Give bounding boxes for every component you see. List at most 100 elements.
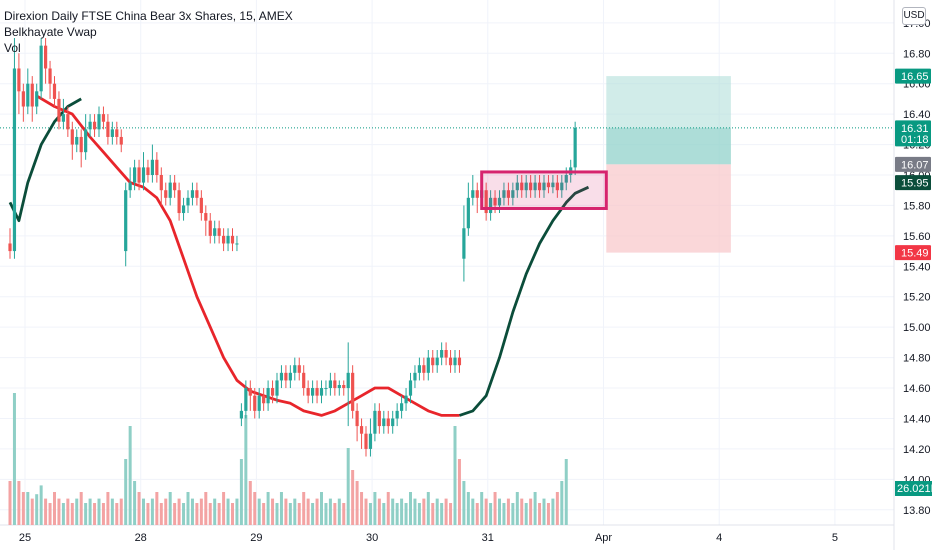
volume-bar (182, 503, 186, 525)
volume-bar (400, 498, 404, 525)
candle-body (26, 83, 30, 107)
volume-bar (466, 492, 470, 525)
candle-body (128, 182, 132, 191)
symbol-title[interactable]: Direxion Daily FTSE China Bear 3x Shares… (4, 9, 293, 23)
candle-body (35, 91, 39, 107)
candle-body (377, 410, 381, 427)
candle-body (235, 243, 239, 245)
candle-body (471, 190, 475, 198)
volume-bar (529, 498, 533, 525)
currency-button[interactable]: USD (902, 7, 926, 25)
volume-bar (137, 492, 141, 525)
volume-bar (142, 498, 145, 525)
volume-bar (377, 498, 381, 525)
volume-bar (320, 492, 323, 525)
volume-bar (8, 481, 12, 525)
volume-bar (235, 498, 239, 525)
candle-body (150, 159, 154, 175)
time-tick-label: 29 (250, 532, 262, 544)
volume-bar (164, 498, 168, 525)
volume-bar (262, 503, 266, 525)
volume-bar (97, 498, 101, 525)
time-tick-label: 4 (716, 532, 722, 544)
volume-bar (248, 481, 252, 525)
price-tag-countdown: 01:18 (901, 134, 929, 146)
volume-bar (186, 492, 190, 525)
candle-body (146, 167, 150, 175)
time-tick-label: 31 (482, 532, 494, 544)
candle-body (262, 395, 266, 404)
volume-bar (79, 492, 83, 525)
volume-bar (360, 492, 364, 525)
candle-body (279, 372, 284, 381)
candle-body (293, 365, 297, 373)
volume-bar (449, 503, 453, 525)
candle-body (88, 121, 92, 130)
candle-body (328, 380, 332, 389)
candle-body (204, 213, 208, 221)
volume-bar (426, 492, 430, 525)
price-tag-bg (895, 120, 931, 147)
volume-bar (12, 393, 16, 525)
price-tick-label: 15.20 (903, 292, 931, 304)
candle-body (404, 395, 408, 404)
volume-bar (266, 492, 270, 525)
price-tick-label: 15.60 (903, 231, 931, 243)
candle-body (355, 410, 359, 427)
price-tick-label: 14.40 (903, 413, 931, 425)
candle-body (8, 243, 12, 252)
candle-body (115, 129, 119, 137)
volume-bar (106, 492, 110, 525)
volume-bar (61, 503, 65, 525)
volume-bar (288, 503, 292, 525)
volume-bar (93, 503, 97, 525)
candle-body (21, 91, 25, 107)
candle-body (311, 388, 315, 396)
volume-bar (435, 498, 439, 525)
candle-body (186, 197, 190, 206)
candle-body (84, 129, 88, 153)
candle-body (391, 418, 395, 427)
volume-bar (364, 498, 368, 525)
candle-body (520, 182, 524, 191)
volume-bar (413, 498, 417, 525)
volume-bar (39, 485, 43, 525)
volume-bar (177, 498, 181, 525)
volume-bar (546, 503, 550, 525)
price-tick-label: 14.80 (903, 353, 931, 365)
candle-body (431, 357, 435, 366)
candle-body (159, 175, 163, 191)
price-tick-label: 16.80 (903, 48, 931, 60)
volume-bar (293, 498, 297, 525)
volume-bar (511, 503, 515, 525)
vwap-up-segment-1 (8, 97, 82, 223)
candle-body (319, 388, 324, 396)
volume-bar (244, 415, 248, 525)
candle-body (400, 403, 404, 411)
position-zones (0, 76, 894, 253)
candle-body (368, 433, 373, 449)
candle-body (39, 45, 43, 92)
time-axis[interactable]: 25 28 29 30 31 Apr 4 5 (19, 532, 838, 544)
profit-zone (606, 127, 731, 165)
volume-bar (515, 492, 519, 525)
indicator-vol-label[interactable]: Vol (4, 41, 21, 55)
volume-bar (222, 492, 226, 525)
candle-body (515, 182, 519, 191)
candle-body (222, 235, 226, 244)
price-tick-label: 15.40 (903, 261, 931, 273)
indicator-vwap-label[interactable]: Belkhayate Vwap (4, 25, 97, 39)
volume-bar (542, 498, 546, 525)
volume-bar (395, 503, 399, 525)
volume-bar (275, 503, 279, 525)
volume-bar (30, 498, 34, 525)
volume-bar (538, 503, 542, 525)
price-tag-value: 15.95 (901, 178, 929, 190)
volume-bar (382, 503, 386, 525)
volume-bar (373, 492, 377, 525)
volume-bar (391, 498, 395, 525)
time-tick-label: 28 (135, 532, 147, 544)
price-axis[interactable]: 17.0016.8016.6016.4016.2016.0015.8015.60… (903, 18, 931, 517)
